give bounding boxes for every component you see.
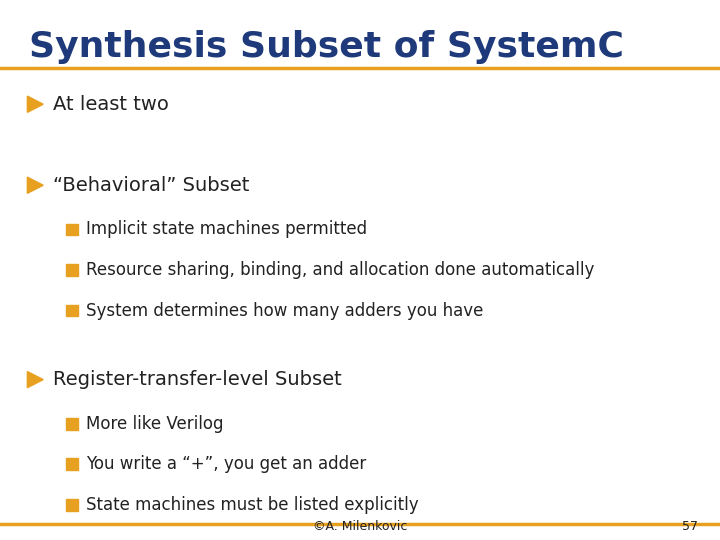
Text: Synthesis Subset of SystemC: Synthesis Subset of SystemC [29,30,624,64]
Polygon shape [27,177,43,193]
Polygon shape [27,96,43,112]
Text: Register-transfer-level Subset: Register-transfer-level Subset [53,370,341,389]
Polygon shape [27,372,43,388]
Text: System determines how many adders you have: System determines how many adders you ha… [86,301,484,320]
Bar [66,224,78,235]
Text: More like Verilog: More like Verilog [86,415,224,433]
Text: Resource sharing, binding, and allocation done automatically: Resource sharing, binding, and allocatio… [86,261,595,279]
Text: Implicit state machines permitted: Implicit state machines permitted [86,220,367,239]
Bar [66,305,78,316]
Text: ©A. Milenkovic: ©A. Milenkovic [312,520,408,533]
Text: 57: 57 [683,520,698,533]
Bar [66,418,78,430]
Text: “Behavioral” Subset: “Behavioral” Subset [53,176,249,195]
Bar [66,264,78,276]
Bar [66,499,78,511]
Text: State machines must be listed explicitly: State machines must be listed explicitly [86,496,419,514]
Text: You write a “+”, you get an adder: You write a “+”, you get an adder [86,455,366,474]
Bar [66,458,78,470]
Text: At least two: At least two [53,94,168,114]
